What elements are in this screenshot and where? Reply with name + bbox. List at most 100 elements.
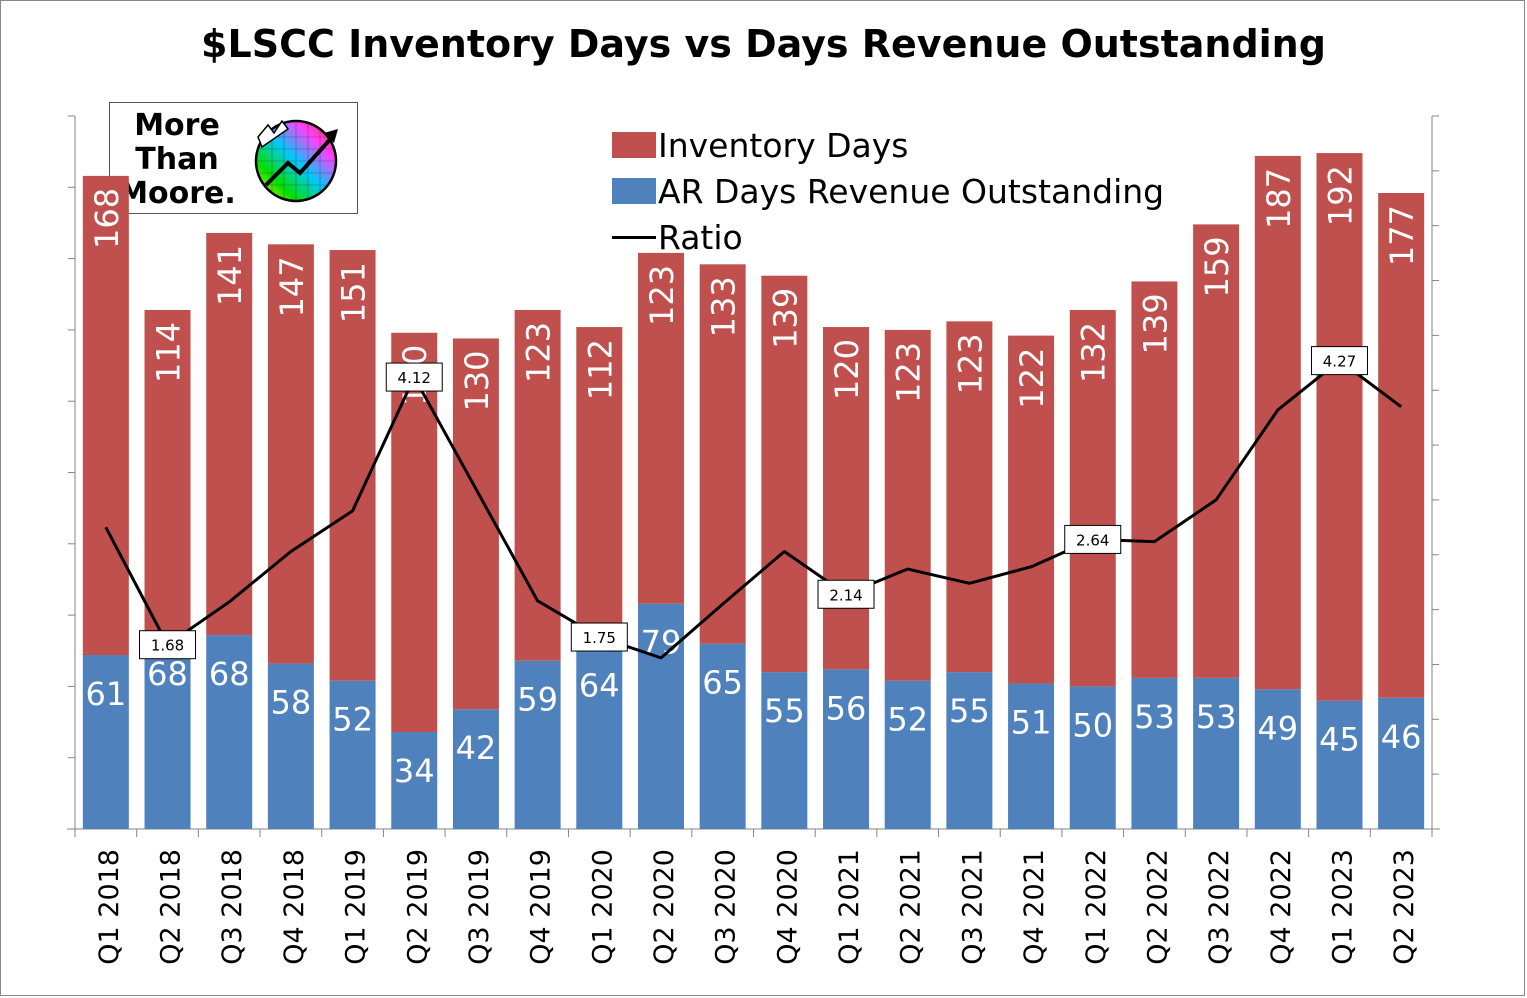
bar-ar-days — [1008, 683, 1055, 829]
bar-inventory-days — [1254, 155, 1301, 690]
bar-label-inventory-days: 123 — [890, 342, 928, 403]
ratio-label-box — [1064, 524, 1122, 554]
bar-label-ar-days: 53 — [1134, 698, 1175, 736]
ratio-label-box — [139, 630, 197, 660]
bar-inventory-days — [1131, 281, 1178, 678]
bar-inventory-days — [1316, 153, 1363, 701]
category-label: Q4 2018 — [279, 849, 310, 965]
bar-ar-days — [637, 603, 684, 829]
bar-label-inventory-days: 120 — [828, 339, 866, 400]
category-label: Q2 2018 — [156, 849, 187, 965]
bar-inventory-days — [637, 252, 684, 604]
bar-label-inventory-days: 192 — [1321, 165, 1359, 226]
bar-inventory-days — [267, 244, 314, 664]
bar-label-inventory-days: 177 — [1383, 205, 1421, 266]
bar-inventory-days — [1378, 193, 1425, 698]
bar-label-inventory-days: 168 — [88, 188, 126, 249]
category-label: Q3 2019 — [464, 849, 495, 965]
category-label: Q1 2018 — [94, 849, 125, 965]
bar-label-inventory-days: 141 — [211, 245, 249, 306]
bar-inventory-days — [144, 309, 191, 636]
legend-line-ratio — [612, 235, 656, 239]
bar-label-ar-days: 50 — [1072, 706, 1113, 744]
logo: More Than Moore. — [109, 102, 358, 214]
bar-ar-days — [1254, 689, 1301, 829]
bar-ar-days — [514, 660, 561, 829]
bar-label-ar-days: 59 — [517, 681, 558, 719]
bar-ar-days — [576, 646, 623, 829]
bar-label-ar-days: 58 — [271, 684, 312, 722]
legend-label-inventory: Inventory Days — [658, 125, 909, 165]
bar-inventory-days — [1193, 224, 1240, 678]
bar-ar-days — [391, 732, 438, 829]
legend-swatch-inventory — [612, 132, 656, 158]
legend-label-ar-days: AR Days Revenue Outstanding — [658, 171, 1165, 211]
bar-label-ar-days: 68 — [147, 655, 188, 693]
ratio-label: 1.75 — [583, 629, 616, 647]
chart-title: $LSCC Inventory Days vs Days Revenue Out… — [201, 22, 1326, 66]
bar-label-inventory-days: 139 — [1136, 293, 1174, 354]
bar-inventory-days — [329, 250, 376, 681]
legend-label-ratio: Ratio — [658, 217, 743, 257]
bar-ar-days — [1193, 677, 1240, 829]
bar-label-ar-days: 51 — [1011, 704, 1052, 742]
bar-inventory-days — [1069, 309, 1116, 687]
bar-label-inventory-days: 139 — [766, 288, 804, 349]
bar-label-ar-days: 55 — [949, 692, 990, 730]
ratio-label-box — [385, 362, 443, 392]
category-label: Q4 2019 — [526, 849, 557, 965]
category-label: Q2 2019 — [402, 849, 433, 965]
bar-label-inventory-days: 112 — [581, 339, 619, 400]
bar-inventory-days — [206, 232, 253, 636]
bar-ar-days — [1316, 700, 1363, 829]
bar-label-ar-days: 52 — [332, 701, 373, 739]
ratio-label-box — [1310, 346, 1368, 376]
bar-ar-days — [267, 663, 314, 829]
category-label: Q4 2020 — [772, 849, 803, 965]
bar-ar-days — [761, 672, 808, 829]
logo-line-1: More — [134, 108, 220, 143]
ratio-label: 1.68 — [151, 637, 184, 655]
ratio-label: 2.14 — [829, 586, 862, 604]
legend-item-ar-days: AR Days Revenue Outstanding — [612, 168, 1164, 214]
bar-inventory-days — [699, 264, 746, 644]
logo-text: More Than Moore. — [118, 109, 236, 211]
bar-label-inventory-days: 132 — [1075, 322, 1113, 383]
bar-ar-days — [452, 709, 499, 829]
category-label: Q3 2021 — [957, 849, 988, 965]
bar-ar-days — [946, 672, 993, 829]
ratio-label: 4.27 — [1323, 353, 1356, 371]
bar-ar-days — [1131, 677, 1178, 829]
bar-label-inventory-days: 122 — [1013, 348, 1051, 409]
bar-label-ar-days: 45 — [1319, 721, 1360, 759]
bar-ar-days — [144, 635, 191, 829]
bar-inventory-days — [884, 329, 931, 681]
ratio-label-box — [817, 579, 875, 609]
category-label: Q1 2021 — [834, 849, 865, 965]
bar-inventory-days — [761, 275, 808, 673]
wafer-chart-logo-icon — [254, 119, 338, 203]
bar-label-ar-days: 79 — [641, 624, 682, 662]
category-label: Q1 2023 — [1327, 849, 1358, 965]
bar-label-inventory-days: 123 — [643, 265, 681, 326]
bar-label-inventory-days: 147 — [273, 256, 311, 317]
bar-label-inventory-days: 123 — [520, 322, 558, 383]
bar-label-ar-days: 42 — [456, 729, 497, 767]
ratio-label: 2.64 — [1076, 531, 1109, 549]
bar-label-inventory-days: 159 — [1198, 236, 1236, 297]
bar-label-inventory-days: 114 — [150, 322, 188, 383]
bar-inventory-days — [946, 321, 993, 673]
bar-label-ar-days: 68 — [209, 655, 250, 693]
bar-label-inventory-days: 123 — [951, 333, 989, 394]
bar-label-ar-days: 56 — [826, 689, 867, 727]
category-label: Q3 2022 — [1204, 849, 1235, 965]
bar-inventory-days — [82, 175, 129, 656]
bar-label-inventory-days: 133 — [705, 276, 743, 337]
legend-item-ratio: Ratio — [612, 214, 1164, 260]
bar-label-ar-days: 64 — [579, 666, 620, 704]
bar-ar-days — [1378, 697, 1425, 829]
bar-ar-days — [329, 680, 376, 829]
category-label: Q2 2020 — [649, 849, 680, 965]
